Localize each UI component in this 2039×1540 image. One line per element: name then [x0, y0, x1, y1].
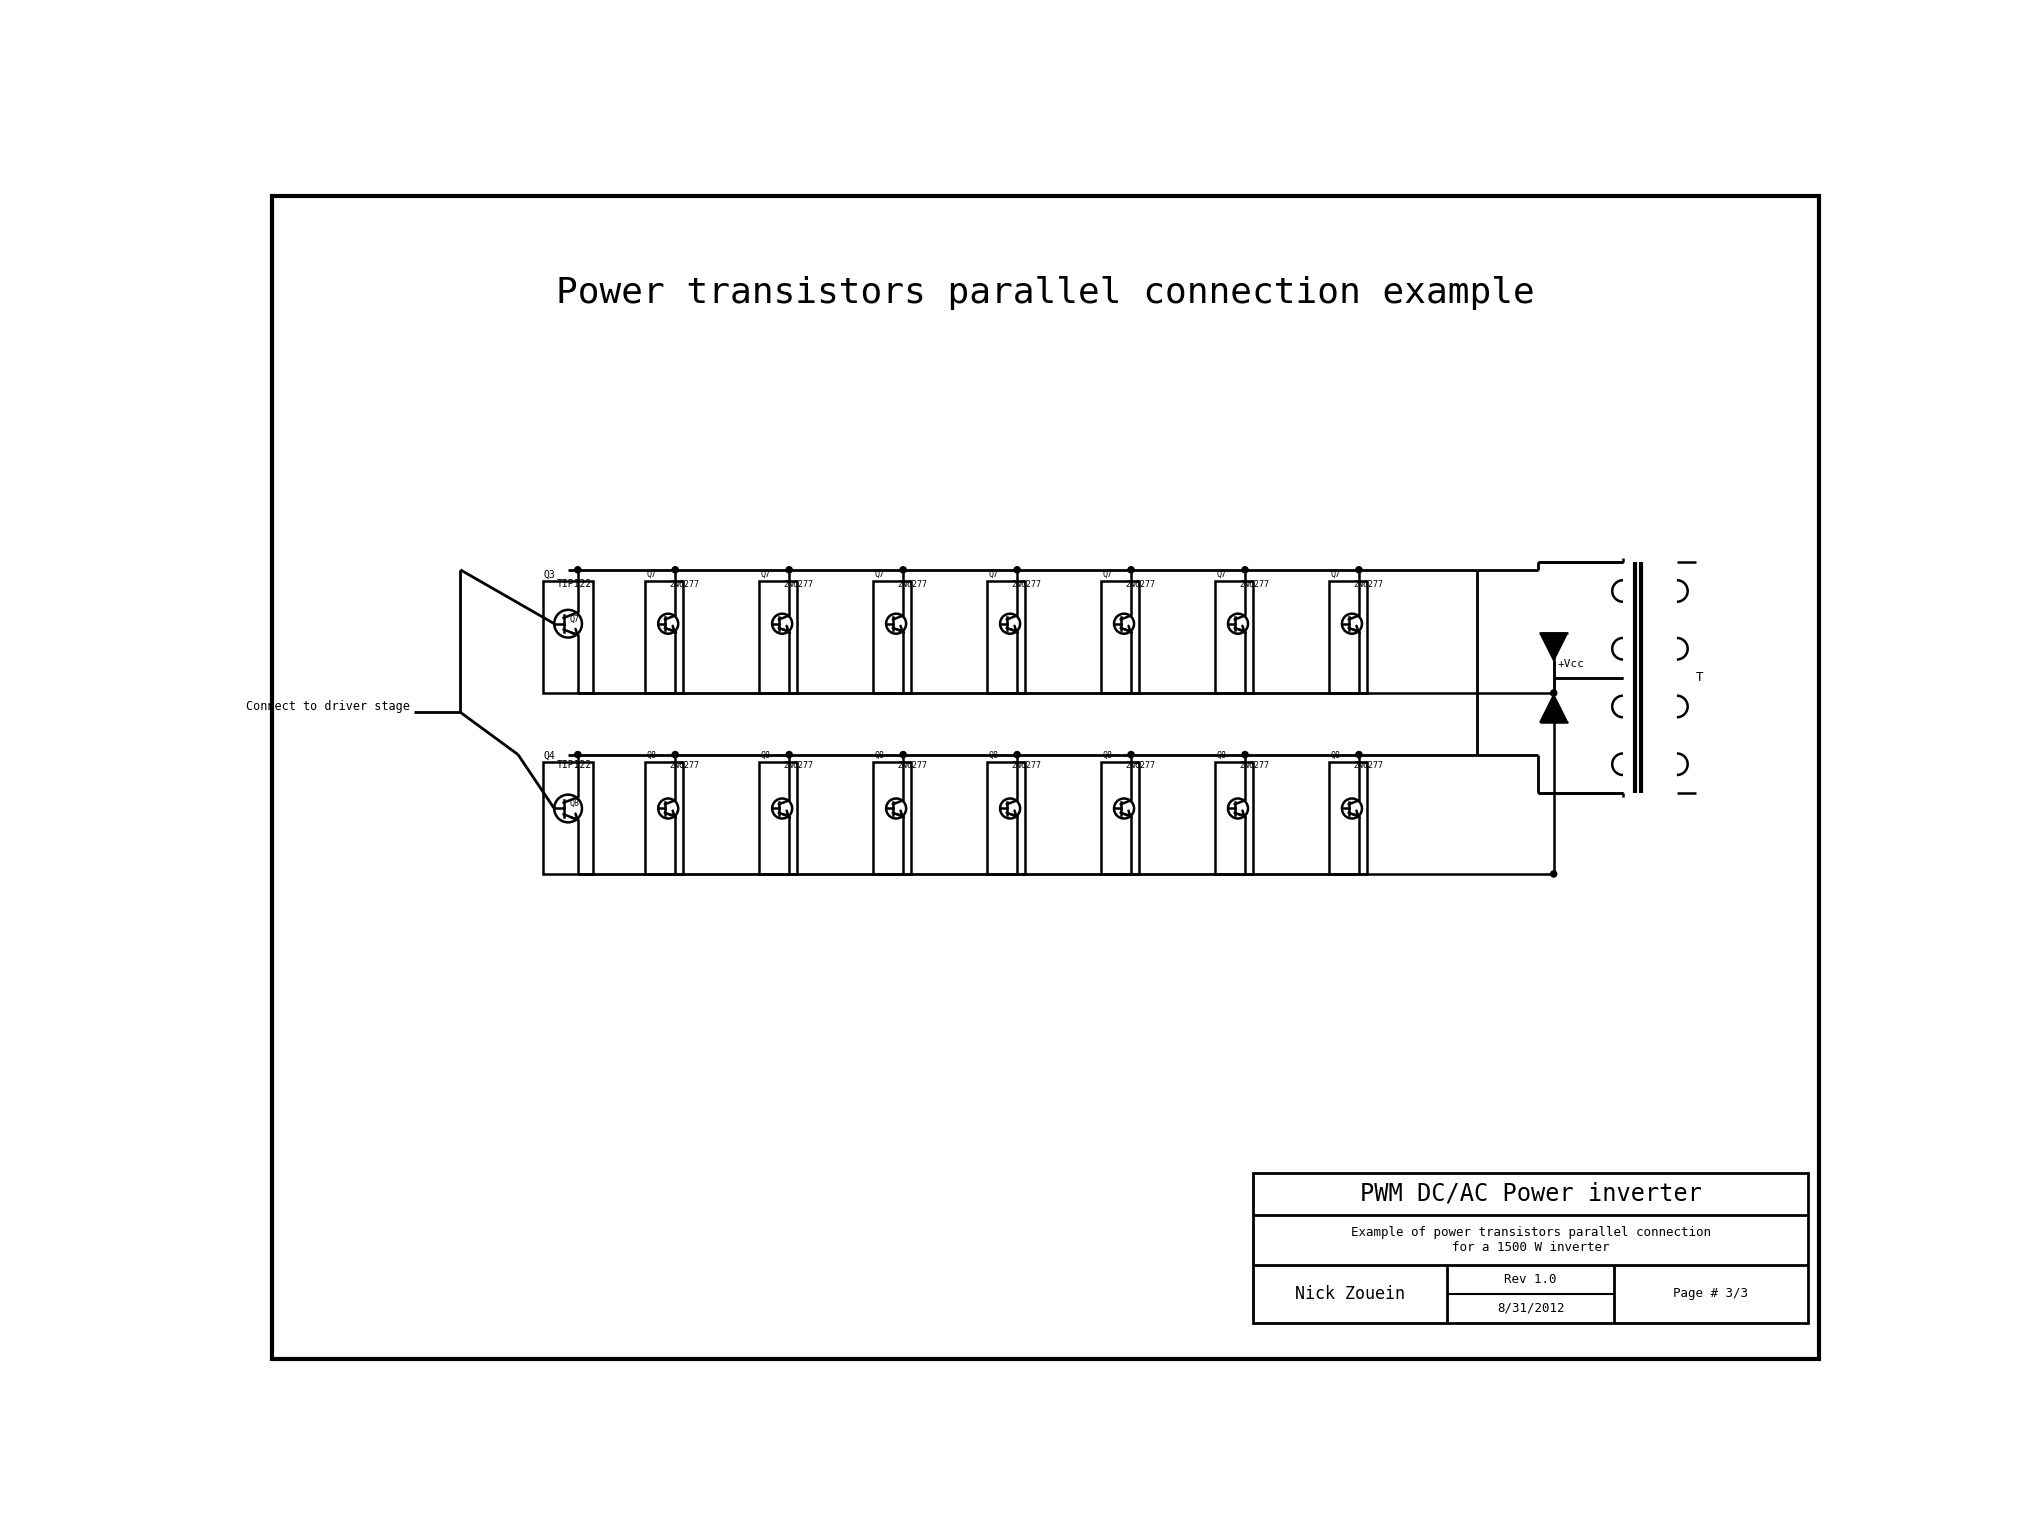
Bar — [1215, 762, 1252, 873]
Circle shape — [1013, 567, 1020, 573]
Bar — [987, 581, 1024, 693]
Text: Q8: Q8 — [989, 752, 997, 759]
Text: 2N6277: 2N6277 — [1126, 581, 1154, 588]
Text: 2N6277: 2N6277 — [783, 581, 814, 588]
Bar — [1101, 581, 1138, 693]
Circle shape — [1356, 752, 1362, 758]
Bar — [644, 581, 683, 693]
Circle shape — [1242, 567, 1248, 573]
Circle shape — [1550, 690, 1556, 696]
Circle shape — [899, 567, 905, 573]
Text: T: T — [1694, 671, 1703, 684]
Text: Power transistors parallel connection example: Power transistors parallel connection ex… — [557, 276, 1533, 310]
Text: TIP122: TIP122 — [557, 579, 591, 590]
Bar — [987, 762, 1024, 873]
Circle shape — [671, 752, 677, 758]
Circle shape — [575, 567, 581, 573]
Text: Q8: Q8 — [1329, 752, 1340, 759]
Circle shape — [575, 752, 581, 758]
Text: 2N6277: 2N6277 — [669, 581, 699, 588]
Text: 2N6277: 2N6277 — [1011, 581, 1042, 588]
Text: 2N6277: 2N6277 — [1240, 581, 1268, 588]
Text: Q7: Q7 — [1101, 570, 1111, 579]
Text: Q7: Q7 — [1215, 570, 1225, 579]
Text: +Vcc: +Vcc — [1558, 659, 1584, 668]
Bar — [1101, 762, 1138, 873]
Text: Connect to driver stage: Connect to driver stage — [247, 699, 410, 713]
Bar — [644, 762, 683, 873]
Text: TIP122: TIP122 — [557, 761, 591, 770]
Circle shape — [1128, 752, 1134, 758]
Text: Q7: Q7 — [761, 570, 771, 579]
Text: Q7: Q7 — [989, 570, 997, 579]
Circle shape — [1128, 567, 1134, 573]
Circle shape — [785, 752, 791, 758]
Text: 2N6277: 2N6277 — [897, 581, 928, 588]
Polygon shape — [1539, 695, 1566, 722]
Circle shape — [1356, 567, 1362, 573]
Circle shape — [1242, 752, 1248, 758]
Circle shape — [1013, 752, 1020, 758]
Text: 2N6277: 2N6277 — [783, 761, 814, 770]
Text: Q8: Q8 — [1101, 752, 1111, 759]
Text: 2N6277: 2N6277 — [897, 761, 928, 770]
Text: 8/31/2012: 8/31/2012 — [1497, 1301, 1564, 1315]
Text: 2N6277: 2N6277 — [1352, 581, 1382, 588]
Text: 2N6277: 2N6277 — [669, 761, 699, 770]
Text: Q7: Q7 — [1329, 570, 1340, 579]
Bar — [542, 762, 593, 873]
Text: Q7: Q7 — [875, 570, 885, 579]
Text: Example of power transistors parallel connection
for a 1500 W inverter: Example of power transistors parallel co… — [1350, 1226, 1711, 1254]
Circle shape — [1550, 870, 1556, 878]
Text: Q7: Q7 — [646, 570, 657, 579]
Text: 2N6277: 2N6277 — [1240, 761, 1268, 770]
Text: 2N6277: 2N6277 — [1352, 761, 1382, 770]
Text: Rev 1.0: Rev 1.0 — [1503, 1274, 1556, 1286]
Text: Q8: Q8 — [1215, 752, 1225, 759]
Text: Q8: Q8 — [875, 752, 885, 759]
Bar — [542, 581, 593, 693]
Circle shape — [671, 567, 677, 573]
Bar — [759, 762, 797, 873]
Polygon shape — [1539, 633, 1566, 661]
Text: Nick Zouein: Nick Zouein — [1295, 1284, 1405, 1303]
Text: PWM DC/AC Power inverter: PWM DC/AC Power inverter — [1358, 1181, 1701, 1206]
Text: Page # 3/3: Page # 3/3 — [1672, 1287, 1747, 1300]
Text: Q4: Q4 — [542, 750, 555, 761]
Circle shape — [899, 752, 905, 758]
Text: Q8: Q8 — [646, 752, 657, 759]
Circle shape — [785, 567, 791, 573]
Text: 2N6277: 2N6277 — [1126, 761, 1154, 770]
Text: 2N6277: 2N6277 — [1011, 761, 1042, 770]
Bar — [873, 581, 909, 693]
Bar — [759, 581, 797, 693]
Bar — [873, 762, 909, 873]
Text: Q7: Q7 — [569, 614, 579, 624]
Text: Q3: Q3 — [542, 570, 555, 579]
Bar — [1252, 1173, 1807, 1323]
Text: Q8: Q8 — [761, 752, 771, 759]
Text: Q8: Q8 — [569, 799, 579, 808]
Bar — [1215, 581, 1252, 693]
Bar — [1327, 581, 1366, 693]
Bar — [1327, 762, 1366, 873]
